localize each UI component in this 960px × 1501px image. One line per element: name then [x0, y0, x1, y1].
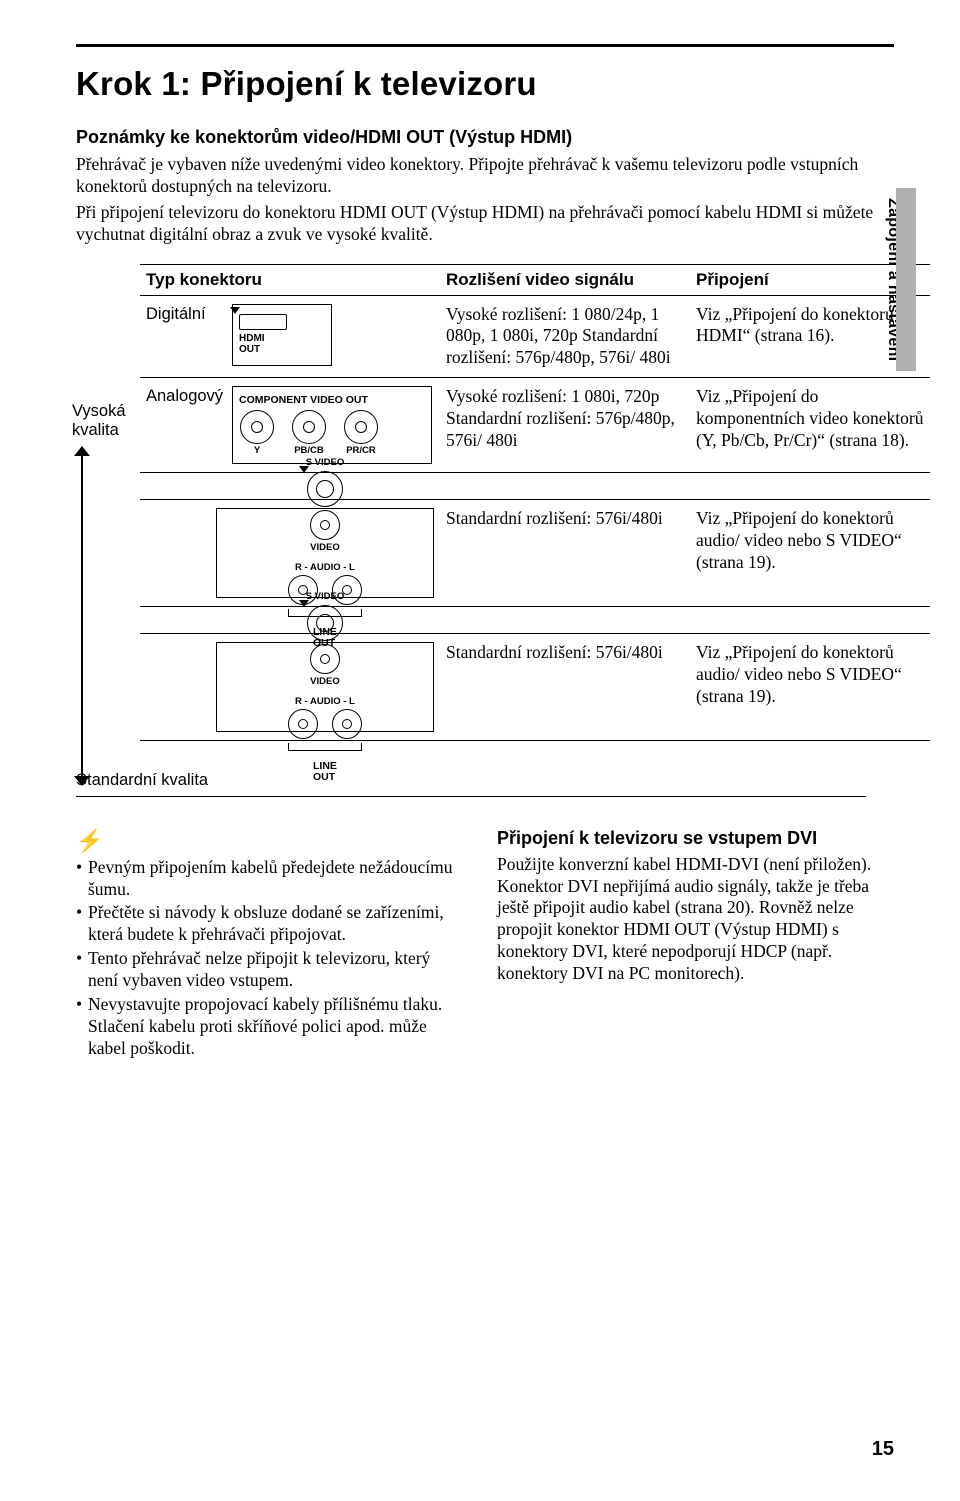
hdmi-out-label: OUT	[239, 344, 260, 355]
intro-paragraph-2: Při připojení televizoru do konektoru HD…	[76, 202, 894, 246]
cell-connection: Viz „Připojení do komponentních video ko…	[690, 378, 930, 472]
dvi-body: Použijte konverzní kabel HDMI-DVI (není …	[497, 854, 882, 985]
audio-label: R - AUDIO - L	[288, 697, 362, 707]
cell-type: S VIDEO VIDEO R - AUDIO - L LINE OUT	[140, 500, 440, 606]
hdmi-panel-icon: HDMIOUT	[232, 304, 332, 366]
section-tab: Zapojení a nastavení	[880, 188, 906, 371]
table-row: S VIDEO VIDEO R - AUDIO - L LINE OUT Sta…	[140, 499, 930, 607]
jack-label: Y	[239, 446, 275, 456]
table-row: S VIDEO VIDEO R - AUDIO - L LINE OUT Sta…	[140, 633, 930, 741]
lineout-panel-icon: S VIDEO VIDEO R - AUDIO - L LINE OUT	[216, 642, 434, 732]
note-item: Pevným připojením kabelů předejdete nežá…	[76, 857, 461, 901]
cell-resolution: Vysoké rozlišení: 1 080i, 720p Standardn…	[440, 378, 690, 472]
quality-std-label: Standardní kvalita	[76, 765, 866, 797]
cell-type: Analogový COMPONENT VIDEO OUT Y PB/CB PR…	[140, 378, 440, 472]
cell-connection: Viz „Připojení do konektorů audio/ video…	[690, 634, 930, 740]
table-row: Digitální HDMIOUT Vysoké rozlišení: 1 08…	[140, 296, 930, 379]
hdmi-label: HDMI	[239, 333, 265, 344]
component-title: COMPONENT VIDEO OUT	[239, 395, 425, 406]
lineout-panel-icon: S VIDEO VIDEO R - AUDIO - L LINE OUT	[216, 508, 434, 598]
svideo-label: S VIDEO	[306, 458, 345, 468]
out-label: OUT	[313, 771, 335, 783]
jack-label: PB/CB	[291, 446, 327, 456]
video-label: VIDEO	[310, 677, 340, 687]
cell-resolution: Standardní rozlišení: 576i/480i	[440, 500, 690, 606]
connector-tag: Analogový	[146, 386, 232, 407]
audio-label: R - AUDIO - L	[288, 563, 362, 573]
cell-type: Digitální HDMIOUT	[140, 296, 440, 378]
connector-table: Typ konektoru Rozlišení video signálu Př…	[140, 264, 930, 742]
bottom-columns: ⚡ Pevným připojením kabelů předejdete ne…	[76, 827, 882, 1061]
jack-label: PR/CR	[343, 446, 379, 456]
top-rule	[76, 44, 894, 47]
page-number: 15	[872, 1438, 894, 1461]
bolt-icon: ⚡	[76, 827, 461, 855]
intro-paragraph-1: Přehrávač je vybaven níže uvedenými vide…	[76, 154, 894, 198]
component-panel-icon: COMPONENT VIDEO OUT Y PB/CB PR/CR	[232, 386, 432, 464]
quality-high-label: Vysoká kvalita	[72, 402, 142, 440]
dvi-column: Připojení k televizoru se vstupem DVI Po…	[497, 827, 882, 1061]
quality-scale: Vysoká kvalita	[72, 402, 142, 440]
page-title: Krok 1: Připojení k televizoru	[76, 65, 894, 103]
dvi-heading: Připojení k televizoru se vstupem DVI	[497, 827, 882, 850]
note-item: Nevystavujte propojovací kabely přílišné…	[76, 994, 461, 1060]
header-type: Typ konektoru	[140, 265, 440, 295]
cell-type: S VIDEO VIDEO R - AUDIO - L LINE OUT	[140, 634, 440, 740]
subtitle: Poznámky ke konektorům video/HDMI OUT (V…	[76, 127, 894, 148]
cell-resolution: Vysoké rozlišení: 1 080/24p, 1 080p, 1 0…	[440, 296, 690, 378]
video-label: VIDEO	[310, 543, 340, 553]
table-header: Typ konektoru Rozlišení video signálu Př…	[140, 264, 930, 296]
quality-arrow-icon	[74, 446, 90, 786]
note-item: Tento přehrávač nelze připojit k televiz…	[76, 948, 461, 992]
header-resolution: Rozlišení video signálu	[440, 265, 690, 295]
cell-connection: Viz „Připojení do konektorů audio/ video…	[690, 500, 930, 606]
cell-resolution: Standardní rozlišení: 576i/480i	[440, 634, 690, 740]
note-item: Přečtěte si návody k obsluze dodané se z…	[76, 902, 461, 946]
notes-column: ⚡ Pevným připojením kabelů předejdete ne…	[76, 827, 461, 1061]
table-row: Analogový COMPONENT VIDEO OUT Y PB/CB PR…	[140, 378, 930, 473]
connector-tag: Digitální	[146, 304, 232, 325]
